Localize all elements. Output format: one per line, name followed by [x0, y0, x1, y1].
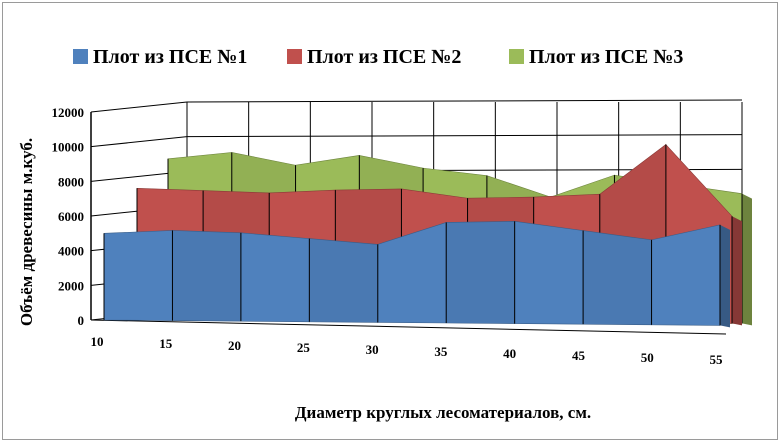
x-tick-label: 10	[91, 334, 104, 349]
legend: Плот из ПСЕ №1 Плот из ПСЕ №2 Плот из ПСЕ …	[73, 46, 683, 68]
legend-label: Плот из ПСЕ №3	[529, 46, 683, 68]
area-segment	[172, 230, 242, 322]
x-tick-label: 20	[228, 338, 241, 353]
area-segment	[514, 220, 584, 325]
x-tick-label: 25	[297, 340, 311, 355]
area-side	[742, 193, 752, 326]
x-tick-label: 30	[366, 342, 379, 357]
gridline-back	[186, 99, 743, 103]
x-tick-label: 35	[434, 344, 448, 359]
area-segment	[582, 230, 652, 326]
x-tick-label: 45	[572, 348, 586, 363]
area-segment	[651, 224, 721, 326]
gridline-back	[186, 134, 743, 138]
y-tick-label: 8000	[58, 174, 84, 189]
series-areas	[103, 143, 752, 328]
x-tick-label: 50	[641, 350, 654, 365]
legend-swatch	[287, 49, 302, 64]
legend-swatch	[73, 49, 88, 64]
gridline-left	[90, 101, 188, 113]
area-segment	[103, 230, 173, 321]
area-side	[720, 224, 730, 328]
area-segment	[240, 232, 310, 323]
x-tick-label: 55	[710, 352, 724, 367]
area-side	[732, 216, 742, 326]
area-segment	[309, 238, 379, 323]
floor-front-edge	[90, 319, 727, 335]
area-segment	[445, 221, 515, 324]
y-tick-labels: 0 2000 4000 6000 8000 10000 12000	[52, 105, 85, 328]
legend-label: Плот из ПСЕ №1	[93, 46, 247, 68]
x-tick-labels: 10 15 20 25 30 35 40 45 50 55	[91, 334, 724, 367]
y-tick-label: 0	[78, 313, 85, 328]
legend-swatch	[509, 49, 524, 64]
y-tick-label: 6000	[58, 209, 84, 224]
x-tick-label: 15	[159, 336, 173, 351]
y-tick-label: 4000	[58, 244, 84, 259]
x-axis-title: Диаметр круглых лесоматериалов, см.	[295, 403, 591, 422]
gridline-left	[90, 136, 188, 148]
chart-frame	[2, 2, 778, 440]
x-tick-label: 40	[503, 346, 516, 361]
y-axis-title: Объём древесины м.куб.	[17, 138, 36, 326]
y-tick-label: 12000	[52, 105, 85, 120]
y-tick-label: 2000	[58, 278, 84, 293]
legend-label: Плот из ПСЕ №2	[307, 46, 461, 68]
y-tick-label: 10000	[52, 140, 85, 155]
